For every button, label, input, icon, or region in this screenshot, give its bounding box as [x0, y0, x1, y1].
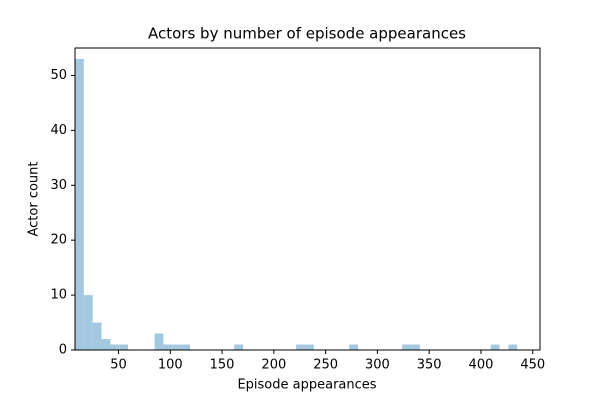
bar: [402, 344, 412, 350]
bar: [349, 344, 359, 350]
x-tick-label: 400: [469, 358, 494, 373]
x-tick-label: 350: [417, 358, 442, 373]
x-tick-label: 200: [261, 358, 286, 373]
x-axis-label: Episode appearances: [237, 378, 376, 393]
y-tick-label: 0: [59, 343, 67, 358]
bar: [163, 344, 173, 350]
bar: [296, 344, 305, 350]
y-tick-label: 20: [50, 233, 67, 248]
bar: [411, 344, 420, 350]
bar: [83, 295, 93, 350]
bar: [119, 344, 129, 350]
y-tick-label: 30: [50, 178, 67, 193]
bar: [508, 344, 518, 350]
bar: [154, 333, 164, 350]
bar: [172, 344, 182, 350]
x-tick-label: 250: [313, 358, 338, 373]
x-tick-label: 50: [110, 358, 127, 373]
y-tick-label: 10: [50, 288, 67, 303]
bar: [181, 344, 190, 350]
bar: [110, 344, 120, 350]
bar: [92, 322, 102, 350]
chart-title: Actors by number of episode appearances: [148, 25, 466, 43]
y-tick-label: 50: [50, 68, 67, 83]
bar: [101, 339, 111, 350]
y-tick-label: 40: [50, 123, 67, 138]
y-axis-label: Actor count: [27, 161, 42, 236]
bar: [234, 344, 244, 350]
x-tick-label: 300: [365, 358, 390, 373]
x-tick-label: 150: [210, 358, 235, 373]
bar: [490, 344, 500, 350]
bar: [304, 344, 314, 350]
bar: [75, 58, 84, 351]
x-tick-label: 100: [158, 358, 183, 373]
plot-frame: [74, 47, 541, 351]
x-tick-label: 450: [520, 358, 545, 373]
